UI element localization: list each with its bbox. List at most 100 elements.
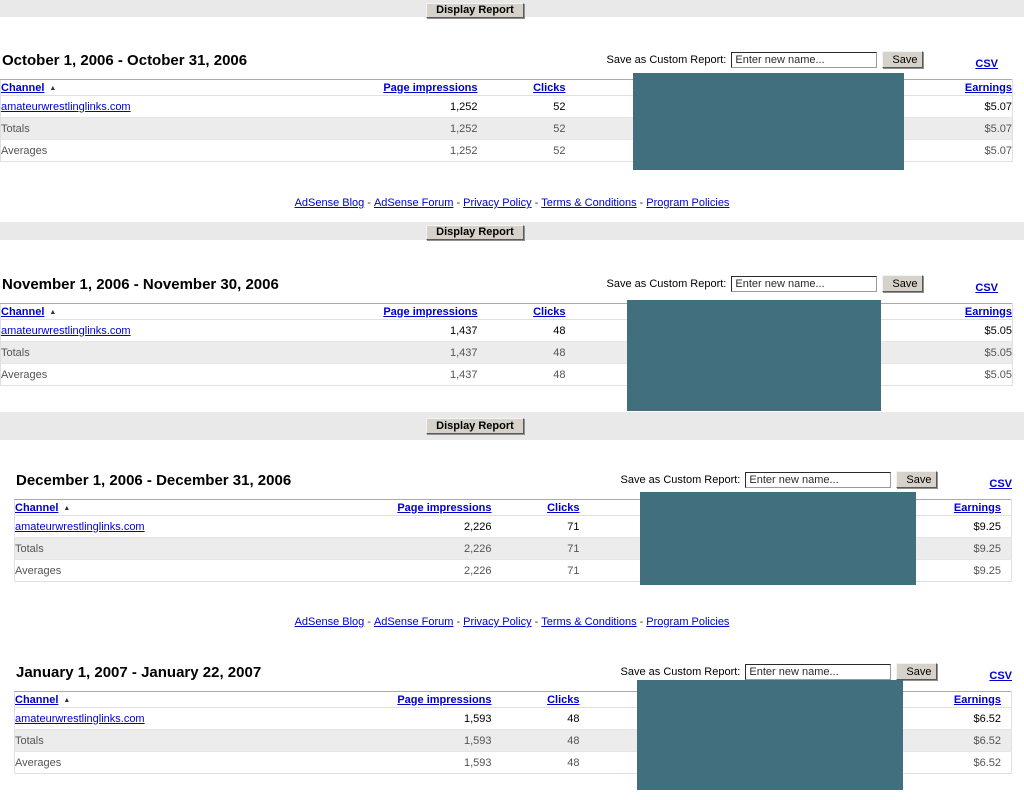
save-custom-report-area: Save as Custom Report: Save <box>607 275 924 292</box>
save-custom-report-area: Save as Custom Report: Save <box>607 51 924 68</box>
channel-column-header[interactable]: Channel <box>15 693 59 706</box>
channel-link[interactable]: amateurwrestlinglinks.com <box>1 324 131 337</box>
clicks-value: 48 <box>491 729 580 752</box>
csv-link[interactable]: CSV <box>989 670 1012 682</box>
page-impressions-column-header[interactable]: Page impressions <box>397 693 492 706</box>
averages-label: Averages <box>14 559 312 582</box>
clicks-value: 52 <box>553 100 566 113</box>
earnings-column-header[interactable]: Earnings <box>964 81 1012 94</box>
save-as-custom-report-label: Save as Custom Report: <box>606 53 727 66</box>
separator: - <box>456 616 461 628</box>
save-as-custom-report-label: Save as Custom Report: <box>620 473 741 486</box>
footer-link-privacy-policy[interactable]: Privacy Policy <box>463 197 532 209</box>
clicks-value: 52 <box>477 117 566 140</box>
clicks-column-header[interactable]: Clicks <box>547 501 580 514</box>
footer-link-terms-conditions[interactable]: Terms & Conditions <box>541 197 637 209</box>
footer-links: AdSense Blog - AdSense Forum - Privacy Polic… <box>0 616 1024 628</box>
custom-report-name-input[interactable] <box>745 663 892 680</box>
footer-link-adsense-forum[interactable]: AdSense Forum <box>373 616 454 628</box>
earnings-column-header[interactable]: Earnings <box>953 501 1001 514</box>
page-impressions-value: 1,593 <box>311 729 492 752</box>
display-report-bar: Display Report <box>0 222 1024 240</box>
report-table: Channel ▲ Page impressions Clicks Earning… <box>14 691 1012 774</box>
save-button[interactable]: Save <box>896 471 938 488</box>
separator: - <box>367 616 371 628</box>
save-button[interactable]: Save <box>882 51 924 68</box>
report-title: January 1, 2007 - January 22, 2007 <box>16 664 262 681</box>
csv-link[interactable]: CSV <box>975 282 998 294</box>
page-impressions-column-header[interactable]: Page impressions <box>383 305 478 318</box>
separator: - <box>639 197 644 209</box>
display-report-bar-inner: Display Report <box>0 222 950 240</box>
page-impressions-value: 1,252 <box>297 117 478 140</box>
clicks-value: 48 <box>491 751 580 774</box>
page-impressions-value: 1,437 <box>449 324 478 337</box>
report-header-row: November 1, 2006 - November 30, 2006 Sav… <box>0 274 1024 296</box>
save-button[interactable]: Save <box>882 275 924 292</box>
channel-column-header[interactable]: Channel <box>15 501 59 514</box>
channel-link[interactable]: amateurwrestlinglinks.com <box>1 100 131 113</box>
report-section-january: January 1, 2007 - January 22, 2007 Save … <box>0 628 1024 790</box>
channel-link[interactable]: amateurwrestlinglinks.com <box>15 712 145 725</box>
separator: - <box>534 616 539 628</box>
footer-link-program-policies[interactable]: Program Policies <box>646 197 730 209</box>
sort-ascending-icon: ▲ <box>49 308 57 316</box>
display-report-bar: Display Report <box>0 412 1024 440</box>
footer-link-privacy-policy[interactable]: Privacy Policy <box>463 616 532 628</box>
channel-data-row: amateurwrestlinglinks.com 2,226 71 $9.25 <box>15 516 1012 538</box>
page-impressions-value: 1,593 <box>311 751 492 774</box>
earnings-value: $5.05 <box>870 341 1013 364</box>
report-header-row: October 1, 2006 - October 31, 2006 Save … <box>0 50 1024 72</box>
display-report-bar: Display Report <box>0 0 1024 18</box>
redacted-region <box>627 300 881 411</box>
page-impressions-value: 1,593 <box>463 712 492 725</box>
display-report-button[interactable]: Display Report <box>426 224 524 240</box>
display-report-bar-inner: Display Report <box>0 0 950 18</box>
page-impressions-column-header[interactable]: Page impressions <box>397 501 492 514</box>
save-custom-report-area: Save as Custom Report: Save <box>621 663 938 680</box>
report-title: October 1, 2006 - October 31, 2006 <box>2 52 248 69</box>
page-impressions-value: 2,226 <box>311 559 492 582</box>
csv-link[interactable]: CSV <box>975 58 998 70</box>
redacted-region <box>633 73 904 170</box>
page-impressions-column-header[interactable]: Page impressions <box>383 81 478 94</box>
totals-label: Totals <box>14 537 312 560</box>
custom-report-name-input[interactable] <box>745 471 892 488</box>
custom-report-name-input[interactable] <box>731 275 878 292</box>
channel-column-header[interactable]: Channel <box>1 305 45 318</box>
display-report-button[interactable]: Display Report <box>426 418 524 434</box>
separator: - <box>456 197 461 209</box>
save-button[interactable]: Save <box>896 663 938 680</box>
redacted-region <box>640 492 916 585</box>
clicks-value: 48 <box>477 341 566 364</box>
separator: - <box>534 197 539 209</box>
clicks-value: 71 <box>491 559 580 582</box>
earnings-column-header[interactable]: Earnings <box>953 693 1001 706</box>
channel-data-row: amateurwrestlinglinks.com 1,593 48 $6.52 <box>15 708 1012 730</box>
averages-label: Averages <box>14 751 312 774</box>
footer-links: AdSense Blog - AdSense Forum - Privacy Polic… <box>0 197 1024 209</box>
earnings-value: $6.52 <box>869 729 1012 752</box>
channel-link[interactable]: amateurwrestlinglinks.com <box>15 520 145 533</box>
clicks-column-header[interactable]: Clicks <box>547 693 580 706</box>
redacted-region <box>637 680 903 790</box>
clicks-value: 48 <box>553 324 566 337</box>
clicks-value: 52 <box>477 139 566 162</box>
display-report-button[interactable]: Display Report <box>426 2 524 18</box>
clicks-column-header[interactable]: Clicks <box>533 81 566 94</box>
sort-ascending-icon: ▲ <box>49 84 57 92</box>
earnings-value: $5.07 <box>870 139 1013 162</box>
clicks-column-header[interactable]: Clicks <box>533 305 566 318</box>
custom-report-name-input[interactable] <box>731 51 878 68</box>
channel-column-header[interactable]: Channel <box>1 81 45 94</box>
earnings-value: $6.52 <box>973 712 1001 725</box>
footer-link-adsense-blog[interactable]: AdSense Blog <box>294 616 365 628</box>
footer-link-program-policies[interactable]: Program Policies <box>646 616 730 628</box>
footer-link-terms-conditions[interactable]: Terms & Conditions <box>541 616 637 628</box>
averages-label: Averages <box>0 139 298 162</box>
footer-link-adsense-forum[interactable]: AdSense Forum <box>373 197 454 209</box>
csv-link[interactable]: CSV <box>989 478 1012 490</box>
earnings-column-header[interactable]: Earnings <box>964 305 1012 318</box>
report-header-row: December 1, 2006 - December 31, 2006 Sav… <box>14 470 1024 492</box>
footer-link-adsense-blog[interactable]: AdSense Blog <box>294 197 365 209</box>
